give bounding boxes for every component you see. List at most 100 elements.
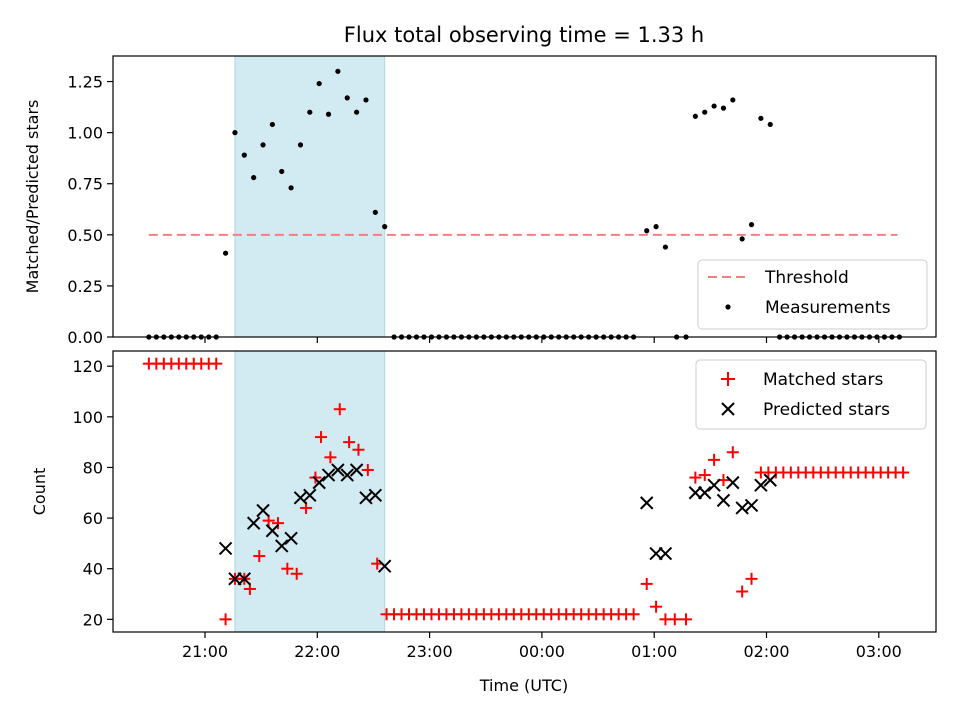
top-ytick-label: 0.00 xyxy=(67,328,103,347)
measurement-point xyxy=(363,97,369,103)
measurement-point xyxy=(354,109,360,115)
top-ytick-label: 1.25 xyxy=(67,73,103,92)
measurement-point xyxy=(730,97,736,103)
bottom-ytick-label: 40 xyxy=(83,560,103,579)
measurement-point xyxy=(739,236,745,242)
predicted-point xyxy=(744,498,759,513)
xtick-label: 22:00 xyxy=(294,642,340,661)
predicted-point xyxy=(754,478,768,492)
top-ytick-label: 0.50 xyxy=(67,226,103,245)
measurement-point xyxy=(382,224,388,230)
matched-point xyxy=(680,613,693,626)
top-ylabel: Matched/Predicted stars xyxy=(23,100,42,294)
matched-point xyxy=(290,567,303,580)
predicted-point xyxy=(218,541,233,556)
matched-points xyxy=(142,357,910,626)
top-highlight-span xyxy=(234,55,386,338)
measurement-point xyxy=(251,174,257,181)
predicted-points xyxy=(218,463,777,586)
legend-predicted-swatch xyxy=(721,402,735,416)
bottom-legend: Matched stars Predicted stars xyxy=(695,359,927,430)
top-panel: 0.00 0.25 0.50 0.75 1.00 1.25 Matched/Predict… xyxy=(23,55,937,347)
measurement-point xyxy=(711,103,717,109)
predicted-point xyxy=(763,473,777,487)
matched-point xyxy=(352,443,365,456)
predicted-point xyxy=(707,478,721,492)
matched-point xyxy=(668,613,681,626)
bottom-highlight-span xyxy=(234,350,386,633)
predicted-point xyxy=(331,463,345,477)
predicted-point xyxy=(658,546,673,561)
matched-point xyxy=(698,469,711,482)
matched-point xyxy=(210,357,223,370)
matched-point xyxy=(219,613,232,626)
legend-matched-label: Matched stars xyxy=(763,370,883,390)
bottom-axes-frame xyxy=(112,350,937,633)
measurement-point xyxy=(720,105,727,111)
matched-point xyxy=(343,436,356,449)
predicted-point xyxy=(265,524,280,538)
matched-point xyxy=(640,577,653,590)
bottom-ytick-label: 20 xyxy=(83,610,103,629)
matched-point xyxy=(745,572,758,585)
bottom-legend-frame xyxy=(695,359,927,430)
xtick-label: 03:00 xyxy=(856,642,902,661)
legend-threshold-label: Threshold xyxy=(764,268,849,288)
predicted-point xyxy=(321,468,336,482)
matched-point xyxy=(324,451,337,464)
bottom-ytick-label: 60 xyxy=(83,509,103,528)
matched-point xyxy=(253,550,266,563)
bottom-ytick-label: 120 xyxy=(72,357,103,376)
predicted-point xyxy=(284,531,298,546)
matched-point xyxy=(689,471,702,484)
predicted-point xyxy=(716,493,731,508)
top-ytick-label: 1.00 xyxy=(67,124,103,143)
measurement-point xyxy=(372,209,378,215)
bottom-ylabel: Count xyxy=(30,468,49,516)
matched-point xyxy=(897,466,910,479)
measurement-point xyxy=(692,113,698,119)
measurement-point xyxy=(344,95,350,101)
predicted-point xyxy=(312,475,326,490)
measurement-point xyxy=(335,68,341,74)
measurement-point xyxy=(222,250,229,256)
measurement-point xyxy=(325,111,332,117)
xtick-label: 21:00 xyxy=(182,642,228,661)
matched-point xyxy=(650,600,663,613)
bottom-ytick-label: 80 xyxy=(83,458,103,477)
matched-point xyxy=(361,463,374,476)
measurement-point xyxy=(702,109,708,115)
predicted-point xyxy=(349,463,364,477)
measurement-point xyxy=(758,115,764,121)
top-ytick-label: 0.25 xyxy=(67,277,103,296)
predicted-point xyxy=(726,475,740,490)
matched-point xyxy=(627,608,640,621)
measurement-point xyxy=(748,222,755,228)
predicted-point xyxy=(275,539,289,553)
legend-measurements-label: Measurements xyxy=(765,298,891,318)
xtick-label: 02:00 xyxy=(743,642,789,661)
measurement-point xyxy=(307,109,313,115)
top-legend: Threshold Measurements xyxy=(697,259,928,330)
measurement-point xyxy=(767,121,773,128)
measurement-point xyxy=(662,244,669,250)
xtick-label: 23:00 xyxy=(407,642,453,661)
x-axis-label: Time (UTC) xyxy=(479,676,568,695)
legend-matched-swatch xyxy=(721,372,735,386)
predicted-point xyxy=(246,516,261,530)
top-axes-frame xyxy=(112,55,937,338)
measurement-point xyxy=(269,121,275,128)
measurement-point xyxy=(653,224,659,230)
measurement-point xyxy=(644,228,650,234)
top-legend-frame xyxy=(697,259,928,330)
predicted-point xyxy=(256,503,270,518)
matched-point xyxy=(271,517,284,530)
matched-point xyxy=(281,562,294,575)
measurement-point xyxy=(241,152,247,158)
predicted-point xyxy=(368,488,383,503)
predicted-point xyxy=(377,559,392,573)
measurement-point xyxy=(260,142,266,148)
measurement-point xyxy=(297,142,304,148)
measurement-point xyxy=(279,168,285,175)
